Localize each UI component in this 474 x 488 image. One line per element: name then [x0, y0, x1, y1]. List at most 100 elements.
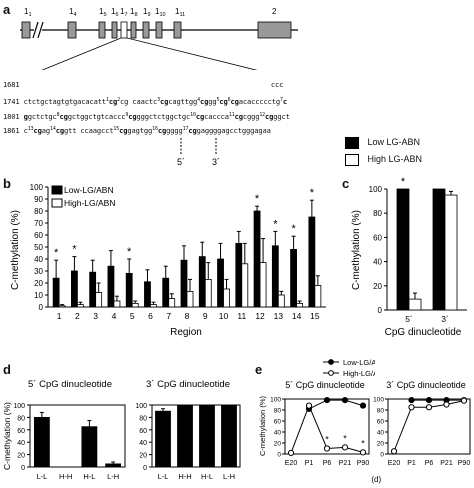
- exon-label-sub-3: 6: [115, 12, 118, 18]
- bar-L-L-0: [155, 410, 171, 468]
- x-tick-label: H-H: [178, 472, 191, 481]
- bar-3-1: [95, 292, 103, 308]
- y-tick-label: 20: [17, 453, 25, 460]
- bar-4-1: [113, 300, 121, 308]
- y-tick-label: 100: [369, 185, 383, 194]
- x-tick-label: H-L: [83, 472, 95, 481]
- exon-label-6: 19: [143, 7, 151, 18]
- primer-5-label: 5´: [177, 157, 185, 167]
- y-tick-label: 40: [17, 440, 25, 447]
- y-tick-label: 10: [34, 291, 43, 300]
- point-0-P90: [359, 402, 367, 409]
- y-tick-label: 100: [373, 397, 384, 404]
- legend-a-low: Low LG-ABN: [345, 137, 420, 149]
- y-tick-label: 100: [13, 403, 25, 410]
- panel-c-letter: c: [342, 176, 350, 191]
- legend-e-low-label: Low-LG/ABN: [343, 358, 375, 367]
- exon-label-sub-1: 4: [73, 12, 76, 18]
- y-tick-label: 0: [378, 306, 383, 315]
- x-tick-label: E20: [285, 460, 298, 467]
- bar-5-1: [131, 302, 139, 308]
- point-1-P90: [460, 397, 468, 404]
- bar-L-H-0: [221, 404, 237, 468]
- y-tick-label: 20: [274, 441, 282, 448]
- plot-frame: [151, 404, 241, 468]
- chart-d5-title: 5´ CpG dinucleotide: [28, 379, 112, 390]
- significance-star: *: [401, 176, 406, 188]
- exon-label-sub-5: 8: [134, 12, 137, 18]
- y-tick-label: 40: [373, 258, 382, 267]
- x-tick-label: 10: [219, 311, 229, 321]
- bar-6-0: [144, 281, 151, 308]
- bar-L-L-0: [33, 417, 50, 468]
- y-tick-label: 70: [34, 219, 43, 228]
- y-tick-label: 90: [34, 195, 43, 204]
- chart-e5-title: 5´ CpG dinucleotide: [285, 380, 365, 390]
- chart-c: 0 20 40 60 80 100 5´ * 3´ CpG dinucleotide C-methy…: [351, 176, 467, 338]
- x-tick-label: L-H: [223, 472, 235, 481]
- bar-7-0: [162, 277, 170, 308]
- y-tick-label: 50: [34, 243, 43, 252]
- bar-14-1: [296, 302, 304, 308]
- y-tick-label: 0: [277, 452, 281, 459]
- bar-11-0: [235, 243, 243, 308]
- bar-H-L-0: [199, 404, 215, 468]
- primer-3-label: 3´: [212, 157, 220, 167]
- chart-d3: 0 20 40 60 80 100 L-L H-H H-L L-H 3´ CpG dinucleot…: [135, 379, 241, 481]
- bar-3´-1: [444, 194, 458, 311]
- significance-star: *: [361, 438, 365, 448]
- point-1-P6: [425, 404, 433, 411]
- legend-a-high: High LG-ABN: [345, 154, 422, 166]
- x-tick-label: E20: [388, 460, 401, 467]
- bar-1-0: [52, 277, 60, 308]
- bar-12-1: [259, 262, 267, 308]
- bar-12-0: [253, 210, 261, 308]
- legend-e-high-marker: [328, 370, 334, 376]
- y-tick-label: 80: [274, 408, 282, 415]
- exon-label-sub-8: 11: [179, 12, 185, 18]
- exon-label-sub-0: 1: [28, 12, 31, 18]
- exon-4: [120, 21, 128, 39]
- y-tick-label: 40: [139, 440, 147, 447]
- axis-break: [32, 21, 44, 39]
- x-tick-label: 1: [57, 311, 62, 321]
- bar-1-1: [58, 305, 66, 308]
- bar-14-0: [290, 249, 298, 308]
- point-1-P21: [443, 401, 450, 408]
- bar-5-0: [125, 273, 133, 308]
- y-tick-label: 40: [34, 255, 43, 264]
- seq-line-2: 1741 ctctgctagtgtgacacatt1cg2cg caactc3c…: [3, 97, 287, 106]
- y-axis-label: C-methylation (%): [351, 210, 362, 290]
- legend-a-low-swatch: [345, 137, 359, 149]
- bar-3´-0: [432, 188, 446, 311]
- seq-line-3: 1801 ggctctgc8cggctggctgtcaccc9cggggctct…: [3, 112, 290, 121]
- legend-b-high-label: High-LG/ABN: [64, 198, 116, 208]
- x-tick-label: P90: [458, 460, 471, 467]
- y-axis-label: C-methylation (%): [2, 402, 12, 470]
- exon-label-4: 17: [120, 7, 128, 18]
- x-tick-label: P1: [407, 460, 416, 467]
- legend-a-low-label: Low LG-ABN: [367, 137, 421, 148]
- bar-13-1: [277, 294, 285, 308]
- exon-9: [257, 21, 292, 39]
- legend-b-low-swatch: [51, 185, 63, 195]
- significance-star: *: [310, 187, 315, 199]
- y-tick-label: 80: [139, 415, 147, 422]
- line-0: [308, 399, 364, 410]
- x-tick-label: 6: [148, 311, 153, 321]
- legend-b: Low-LG/ABN High-LG/ABN: [51, 185, 116, 208]
- point-1-P6: [323, 445, 331, 452]
- x-tick-label: P6: [425, 460, 434, 467]
- y-tick-label: 60: [17, 428, 25, 435]
- bar-3-0: [89, 271, 97, 308]
- bar-7-1: [168, 298, 176, 308]
- bar-H-L-0: [81, 426, 98, 468]
- exon-label-sub-4: 7: [124, 12, 127, 18]
- chart-d5: 0 20 40 60 80 100 L-L H-H H-L L-H 5´ CpG dinucleot…: [2, 379, 126, 481]
- x-tick-label: P21: [440, 460, 453, 467]
- exon-label-7: 110: [155, 7, 166, 18]
- chart-d3-title: 3´ CpG dinucleotide: [146, 379, 230, 390]
- y-tick-label: 60: [274, 419, 282, 426]
- y-tick-label: 20: [139, 453, 147, 460]
- x-tick-label: 2: [75, 311, 80, 321]
